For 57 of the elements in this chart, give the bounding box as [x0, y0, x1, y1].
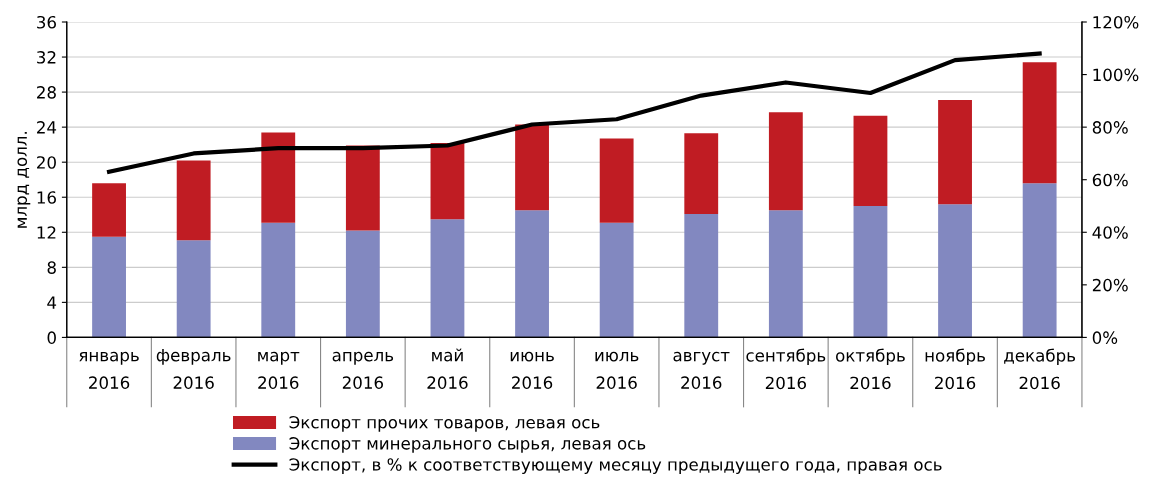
x-tick-label: февраль 2016: [156, 349, 231, 389]
bar: [938, 204, 972, 338]
y2-tick-label: 80%: [1092, 121, 1128, 134]
bar: [176, 160, 211, 241]
y2-tick-label: 100%: [1093, 68, 1139, 82]
y-tick-label: 24: [37, 121, 57, 134]
bar: [768, 112, 803, 211]
bar: [92, 236, 126, 338]
x-tick-label: июнь 2016: [510, 351, 554, 389]
x-tick-label: апрель 2016: [332, 351, 394, 389]
y-axis-title: млрд долл.: [17, 132, 31, 228]
y-tick-label: 4: [47, 296, 57, 309]
line-series: [106, 51, 1042, 174]
y2-tick-label: 20%: [1092, 278, 1128, 292]
y-tick-label: 12: [37, 226, 56, 239]
x-tick-label: ноябрь 2016: [925, 348, 985, 390]
y-tick-label: 16: [37, 191, 56, 204]
legend-label: Экспорт прочих товаров, левая ось: [289, 415, 600, 432]
x-tick-label: октябрь 2016: [836, 348, 905, 390]
x-tick-label: июль 2016: [595, 351, 639, 389]
bar: [430, 219, 465, 338]
bar: [853, 115, 888, 206]
bar: [515, 210, 549, 338]
bar: [1022, 62, 1057, 184]
bar: [684, 133, 719, 214]
legend-label: Экспорт, в % к соответствующему месяцу предыдущего года, правая ось: [289, 458, 942, 474]
bar: [430, 142, 465, 220]
x-tick-label: январь 2016: [79, 351, 139, 389]
x-tick-label: май 2016: [427, 348, 468, 389]
legend-label: Экспорт минерального сырья, левая ось: [289, 437, 646, 453]
bar: [345, 230, 380, 338]
y2-tick-label: 60%: [1092, 173, 1128, 187]
y-tick-label: 0: [47, 331, 56, 344]
bar: [1022, 183, 1057, 338]
bar: [853, 205, 888, 338]
bar: [599, 138, 634, 223]
bar: [938, 99, 972, 205]
y-tick-label: 28: [37, 86, 56, 99]
y2-tick-label: 0%: [1092, 331, 1118, 344]
y-tick-label: 32: [37, 51, 56, 64]
x-tick-label: март 2016: [258, 351, 300, 389]
bar: [768, 210, 803, 338]
bar: [684, 213, 719, 338]
y-tick-label: 36: [37, 15, 56, 29]
x-tick-label: декабрь 2016: [1004, 348, 1076, 390]
bar: [599, 222, 634, 338]
bar: [176, 240, 211, 338]
bar: [92, 183, 126, 237]
y-tick-label: 8: [47, 261, 56, 274]
bar: [515, 124, 549, 211]
y2-tick-label: 120%: [1093, 15, 1139, 29]
bar: [261, 132, 296, 223]
x-tick-label: сентябрь 2016: [746, 348, 826, 390]
y-tick-label: 20: [37, 156, 56, 169]
x-tick-label: август 2016: [673, 351, 730, 389]
y2-tick-label: 40%: [1092, 226, 1128, 239]
bar: [261, 222, 296, 338]
